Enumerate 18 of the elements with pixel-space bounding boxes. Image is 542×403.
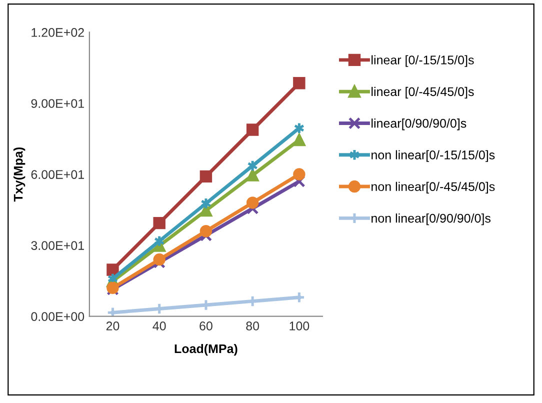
x-tick-label: 20 [106, 322, 120, 330]
legend-label: non linear[0/-45/45/0]s [372, 182, 495, 194]
y-axis-title: Txy(Mpa) [13, 147, 26, 202]
legend-label: linear [0/-45/45/0]s [372, 86, 474, 99]
y-tick-label: 0.00E+00 [31, 312, 84, 322]
legend-label: non linear[0/-15/15/0]s [372, 150, 495, 162]
x-tick-label: 80 [246, 322, 260, 330]
y-tick-label: 3.00E+01 [31, 241, 84, 250]
x-axis-title: Load(MPa) [174, 344, 238, 356]
y-tick-label: 1.20E+02 [32, 28, 84, 37]
y-tick-label: 6.00E+01 [31, 170, 84, 179]
x-tick-label: 60 [200, 322, 212, 330]
x-tick-label: 40 [152, 322, 166, 330]
legend-label: non linear[0/90/90/0]s [372, 214, 491, 226]
legend-label: linear[0/90/90/0]s [372, 118, 466, 130]
x-tick-label: 100 [290, 322, 310, 330]
legend-label: linear [0/-15/15/0]s [372, 55, 474, 67]
y-tick-label: 9.00E+01 [31, 99, 84, 108]
